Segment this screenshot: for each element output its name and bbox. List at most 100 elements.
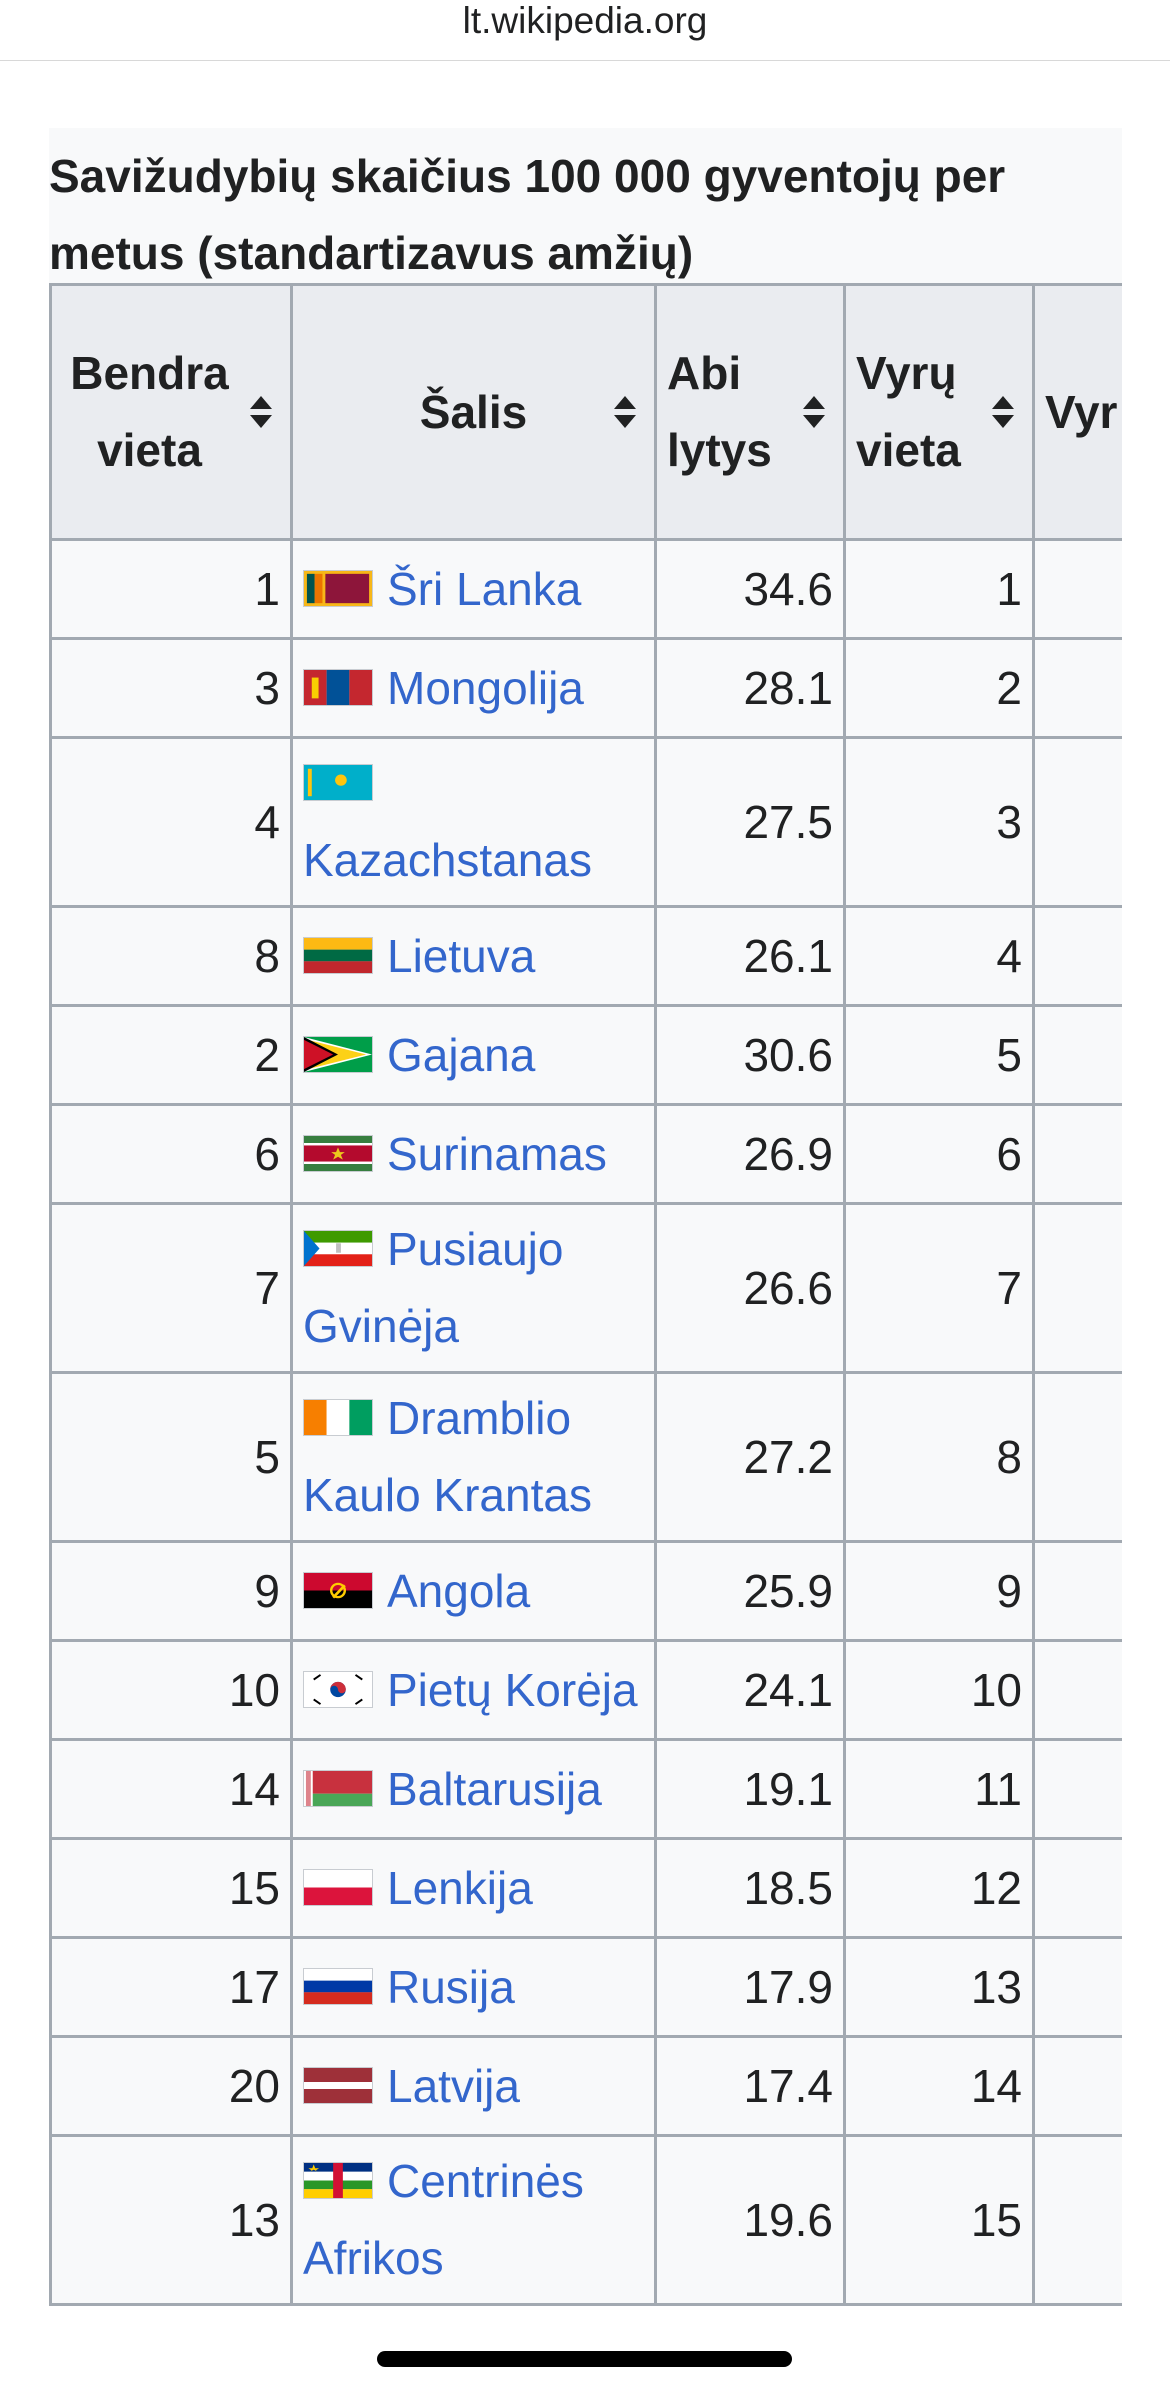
cell-male-rank: 6	[843, 1103, 1035, 1205]
flag-icon-belarus	[303, 1769, 373, 1807]
column-header-label: Šalis	[419, 385, 528, 438]
cell-overall-rank: 3	[49, 637, 293, 739]
column-header-overall-rank[interactable]: Bendra vieta	[49, 283, 293, 541]
cell-male-rank: 1	[843, 538, 1035, 640]
country-link[interactable]: Lietuva	[387, 929, 536, 982]
cell-overall-rank: 2	[49, 1004, 293, 1106]
browser-address-bar[interactable]: lt.wikipedia.org	[0, 0, 1170, 61]
sort-icon[interactable]	[614, 396, 636, 428]
column-header-male-rank[interactable]: Vyrų vieta	[843, 283, 1035, 541]
country-link[interactable]: Angola	[387, 1564, 531, 1617]
sort-icon[interactable]	[250, 396, 272, 428]
cell-country: Pietų Korėja	[290, 1639, 657, 1741]
country-link[interactable]: Centrinės Afrikos	[303, 2155, 584, 2284]
cell-overall-rank: 17	[49, 1936, 293, 2038]
table-row: 17 Rusija 17.9 13	[49, 1936, 1122, 2038]
cell-country: Centrinės Afrikos	[290, 2134, 657, 2306]
cell-overall-rank: 20	[49, 2035, 293, 2137]
country-link[interactable]: Baltarusija	[387, 1762, 602, 1815]
country-link[interactable]: Dramblio Kaulo Krantas	[303, 1392, 592, 1521]
table-scroll-container[interactable]: Bendra vieta Šalis Abi lytys Vyrų vieta …	[49, 283, 1122, 2391]
column-header-label: Vyrų vieta	[856, 347, 961, 476]
cell-both-sexes: 25.9	[654, 1540, 846, 1642]
cell-male	[1032, 1738, 1122, 1840]
cell-both-sexes: 34.6	[654, 538, 846, 640]
table-row: 4 Kazachstanas 27.5 3	[49, 736, 1122, 908]
column-header-label: Vyr	[1045, 385, 1118, 438]
country-link[interactable]: Mongolija	[387, 661, 584, 714]
flag-icon-russia	[303, 1967, 373, 2005]
flag-icon-ivory-coast	[303, 1399, 373, 1436]
cell-both-sexes: 26.9	[654, 1103, 846, 1205]
cell-both-sexes: 27.2	[654, 1371, 846, 1543]
table-row: 3 Mongolija 28.1 2	[49, 637, 1122, 739]
cell-overall-rank: 10	[49, 1639, 293, 1741]
cell-overall-rank: 15	[49, 1837, 293, 1939]
cell-male-rank: 12	[843, 1837, 1035, 1939]
cell-overall-rank: 7	[49, 1202, 293, 1374]
cell-both-sexes: 19.6	[654, 2134, 846, 2306]
sort-icon[interactable]	[803, 396, 825, 428]
cell-male	[1032, 1837, 1122, 1939]
cell-overall-rank: 14	[49, 1738, 293, 1840]
cell-male-rank: 8	[843, 1371, 1035, 1543]
cell-male	[1032, 1540, 1122, 1642]
cell-both-sexes: 30.6	[654, 1004, 846, 1106]
cell-both-sexes: 17.4	[654, 2035, 846, 2137]
cell-country: Mongolija	[290, 637, 657, 739]
browser-url: lt.wikipedia.org	[462, 0, 708, 41]
country-link[interactable]: Šri Lanka	[387, 562, 582, 615]
table-header-row: Bendra vieta Šalis Abi lytys Vyrų vieta …	[49, 283, 1122, 541]
cell-male-rank: 7	[843, 1202, 1035, 1374]
cell-country: Angola	[290, 1540, 657, 1642]
suicide-rate-table: Bendra vieta Šalis Abi lytys Vyrų vieta …	[49, 283, 1122, 2306]
country-link[interactable]: Gajana	[387, 1028, 536, 1081]
cell-male	[1032, 1371, 1122, 1543]
flag-icon-equatorial-guinea	[303, 1230, 373, 1267]
cell-country: Latvija	[290, 2035, 657, 2137]
cell-both-sexes: 28.1	[654, 637, 846, 739]
cell-both-sexes: 18.5	[654, 1837, 846, 1939]
cell-country: Šri Lanka	[290, 538, 657, 640]
column-header-country[interactable]: Šalis	[290, 283, 657, 541]
cell-male-rank: 15	[843, 2134, 1035, 2306]
cell-country: Kazachstanas	[290, 736, 657, 908]
country-link[interactable]: Rusija	[387, 1960, 515, 2013]
country-link[interactable]: Lenkija	[387, 1861, 533, 1914]
table-row: 6 Surinamas 26.9 6	[49, 1103, 1122, 1205]
cell-overall-rank: 13	[49, 2134, 293, 2306]
cell-country: Surinamas	[290, 1103, 657, 1205]
table-row: 10 Pietų Korėja 24.1 10	[49, 1639, 1122, 1741]
table-row: 15 Lenkija 18.5 12	[49, 1837, 1122, 1939]
country-link[interactable]: Latvija	[387, 2059, 520, 2112]
table-row: 2 Gajana 30.6 5	[49, 1004, 1122, 1106]
flag-icon-central-african-republic	[303, 2162, 373, 2199]
cell-male-rank: 9	[843, 1540, 1035, 1642]
cell-male-rank: 10	[843, 1639, 1035, 1741]
flag-icon-suriname	[303, 1134, 373, 1172]
cell-male-rank: 3	[843, 736, 1035, 908]
country-link[interactable]: Pusiaujo Gvinėja	[303, 1223, 564, 1352]
cell-male-rank: 2	[843, 637, 1035, 739]
table-caption: Savižudybių skaičius 100 000 gyventojų p…	[49, 128, 1122, 285]
home-indicator[interactable]	[377, 2351, 792, 2367]
cell-country: Lietuva	[290, 905, 657, 1007]
column-header-male[interactable]: Vyr	[1032, 283, 1122, 541]
cell-country: Lenkija	[290, 1837, 657, 1939]
table-row: 5 Dramblio Kaulo Krantas 27.2 8	[49, 1371, 1122, 1543]
table-row: 13 Centrinės Afrikos 19.6 15	[49, 2134, 1122, 2306]
country-link[interactable]: Pietų Korėja	[387, 1663, 638, 1716]
cell-male-rank: 13	[843, 1936, 1035, 2038]
cell-male	[1032, 1004, 1122, 1106]
column-header-both-sexes[interactable]: Abi lytys	[654, 283, 846, 541]
country-link[interactable]: Kazachstanas	[303, 834, 592, 886]
cell-overall-rank: 6	[49, 1103, 293, 1205]
country-link[interactable]: Surinamas	[387, 1127, 607, 1180]
flag-icon-latvia	[303, 2066, 373, 2104]
cell-male-rank: 5	[843, 1004, 1035, 1106]
table-row: 14 Baltarusija 19.1 11	[49, 1738, 1122, 1840]
flag-icon-guyana	[303, 1035, 373, 1073]
sort-icon[interactable]	[992, 396, 1014, 428]
cell-male	[1032, 905, 1122, 1007]
cell-both-sexes: 17.9	[654, 1936, 846, 2038]
